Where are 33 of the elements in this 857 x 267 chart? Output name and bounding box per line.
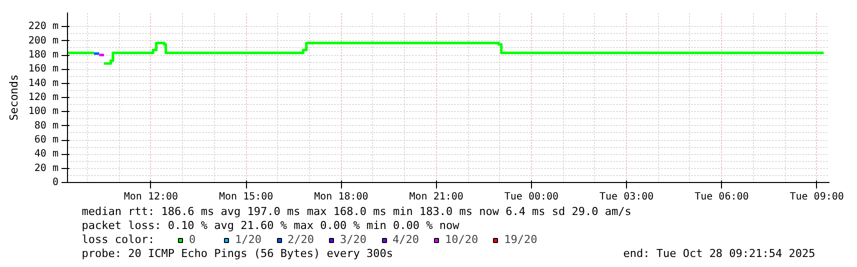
x-tick-label: Mon 12:00 (124, 192, 178, 202)
x-tick-label: Mon 15:00 (219, 192, 274, 202)
x-tick-label: Tue 09:00 (790, 192, 844, 202)
y-tick-label: 160 m (28, 64, 59, 75)
text: median rtt: 186.6 ms avg 197.0 ms max 168.0 ms min 183.0 ms now 6.4 ms sd 29.0 am/s (82, 205, 632, 218)
y-tick-label: 60 m (34, 134, 59, 146)
x-tick-label: Tue 06:00 (694, 192, 749, 202)
y-axis-title: Seconds (7, 74, 20, 121)
y-tick-label: 40 m (34, 148, 59, 160)
y-tick-label: 20 m (34, 162, 59, 174)
y-tick-label: 80 m (34, 120, 59, 132)
x-tick-label: Mon 21:00 (409, 192, 464, 202)
text: probe: 20 ICMP Echo Pings (56 Bytes) every 300s (82, 247, 393, 260)
y-tick-label: 100 m (28, 106, 59, 118)
x-tick-label: Mon 18:00 (314, 192, 368, 202)
y-tick-label: 0 (52, 177, 59, 188)
text: packet loss: 0.10 % avg 21.60 % max 0.00 % min 0.00 % now (82, 219, 460, 232)
legend-label: 0 (189, 233, 197, 246)
text: end: Tue Oct 28 09:21:54 2025 (623, 247, 816, 260)
y-tick-label: 140 m (28, 78, 59, 89)
y-tick-label: 200 m (28, 35, 59, 46)
legend-title: loss color: (82, 233, 155, 246)
y-tick-label: 220 m (28, 21, 59, 32)
y-tick-label: 180 m (28, 50, 59, 60)
legend-label: 2/20 (288, 233, 314, 246)
legend-label: 4/20 (392, 233, 419, 246)
legend-label: 19/20 (504, 233, 538, 246)
x-tick-label: Tue 00:00 (504, 192, 559, 202)
legend-label: 1/20 (235, 233, 262, 246)
legend-label: 3/20 (340, 233, 366, 246)
legend-label: 10/20 (445, 233, 478, 246)
y-tick-label: 120 m (28, 92, 59, 103)
x-tick-label: Tue 03:00 (599, 192, 654, 202)
